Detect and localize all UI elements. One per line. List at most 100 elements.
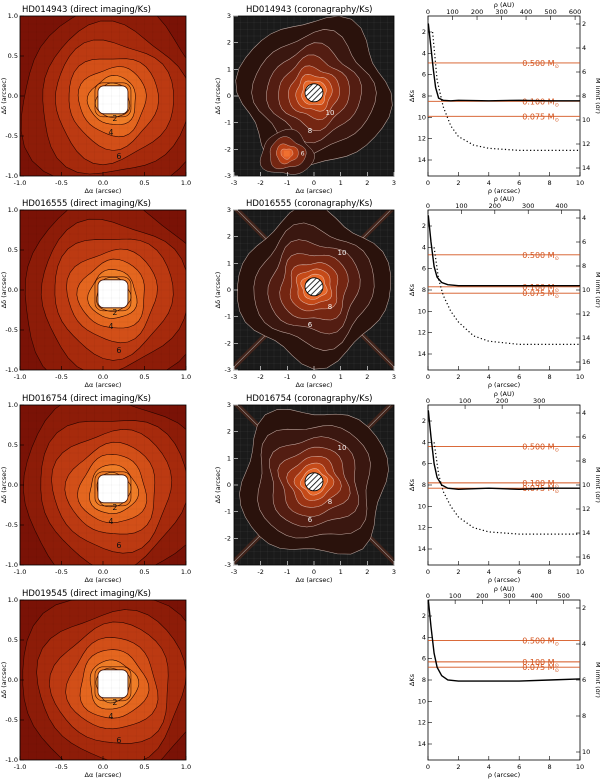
au-tick-label: 300	[495, 8, 507, 16]
dks-tick-label: 14	[418, 740, 426, 748]
corono-xlabel: Δα (arcsec)	[296, 187, 333, 195]
rho-xlabel: ρ (arcsec)	[488, 771, 520, 779]
dks-ylabel: ΔKs	[408, 89, 416, 102]
rho-tick-label: 8	[548, 568, 552, 576]
corono-ytick-label: -1	[225, 508, 231, 516]
corono-ytick-label: 1	[227, 454, 231, 462]
corono-ylabel: Δδ (arcsec)	[214, 78, 222, 115]
mass-limit-label: 0.500 M⊙	[522, 251, 559, 262]
rho-tick-label: 6	[517, 763, 521, 771]
au-tick-label: 200	[471, 8, 483, 16]
rho-xlabel: ρ (arcsec)	[488, 381, 520, 389]
direct-ytick-label: -0.5	[5, 326, 18, 334]
dks-ylabel: ΔKs	[408, 673, 416, 686]
corono-xtick-label: -3	[231, 568, 237, 576]
mass-limit-label: 0.500 M⊙	[522, 443, 559, 454]
au-tick-label: 400	[555, 202, 567, 210]
au-label: ρ (AU)	[494, 1, 514, 9]
corono-xtick-label: 0	[312, 568, 316, 576]
mass-tick-label: 4	[582, 409, 586, 417]
mass-tick-label: 8	[582, 262, 586, 270]
rho-tick-label: 4	[487, 373, 491, 381]
mass-limit-label: 0.075 M⊙	[522, 112, 559, 123]
direct-contour-label: 2	[112, 114, 117, 123]
au-tick-label: 500	[544, 8, 556, 16]
direct-xtick-label: -0.5	[55, 763, 68, 771]
direct-xtick-label: 0.0	[98, 763, 108, 771]
mass-tick-label: 12	[582, 505, 590, 513]
au-label: ρ (AU)	[494, 390, 514, 398]
direct-contour-label: 4	[108, 712, 113, 721]
corono-contour-label: 8	[308, 127, 312, 135]
direct-contours	[20, 405, 186, 565]
direct-contour-label: 6	[116, 541, 121, 550]
direct-core-ring	[94, 666, 132, 702]
au-tick-label: 200	[476, 592, 488, 600]
corono-ytick-label: 3	[227, 401, 231, 409]
direct-panel-2: 2 4 6 HD016754 (direct imaging/Ks) -1.0 -0.5 0…	[0, 394, 191, 584]
au-tick-label: 100	[459, 397, 471, 405]
dks-tick-label: 12	[418, 719, 426, 727]
dks-tick-label: 2	[422, 612, 426, 620]
dks-tick-label: 8	[422, 676, 426, 684]
corono-contour-label: 8	[328, 303, 332, 311]
mass-limit-label: 0.100 M⊙	[522, 479, 559, 490]
direct-contour-label: 2	[112, 698, 117, 707]
direct-xtick-label: 1.0	[181, 763, 191, 771]
corono-ytick-label: 1	[227, 259, 231, 267]
corono-contour-label: 6	[308, 516, 313, 524]
corono-ytick-label: 0	[227, 92, 231, 100]
direct-contour-label: 4	[108, 517, 113, 526]
corono-ytick-label: 1	[227, 65, 231, 73]
direct-contour-label: 2	[112, 308, 117, 317]
direct-contour-label: 6	[116, 346, 121, 355]
direct-ytick-label: 0.0	[8, 676, 18, 684]
mass-tick-label: 16	[582, 553, 590, 561]
dks-tick-label: 6	[422, 265, 426, 273]
sun-subscript: ⊙	[555, 288, 559, 294]
corono-xtick-label: -2	[257, 568, 263, 576]
rho-tick-label: 6	[517, 179, 521, 187]
direct-xtick-label: 0.5	[139, 763, 149, 771]
dks-tick-label: 14	[418, 545, 426, 553]
direct-contour-label: 4	[108, 322, 113, 331]
mass-tick-label: 4	[582, 214, 586, 222]
companion-label: 6	[301, 151, 305, 158]
au-tick-label: 100	[446, 8, 458, 16]
direct-saturated-core	[97, 669, 129, 699]
direct-xtick-label: 0.5	[139, 568, 149, 576]
sensitivity-panel-1: 0.500 M⊙ 0.100 M⊙0.075 M⊙ 0 2 4 6 8 10 ρ (arcsec…	[408, 195, 600, 389]
sensitivity-panel-0: 0.500 M⊙ 0.100 M⊙ 0.075 M⊙ 0 2 4 6 8 10 ρ (arcsec…	[408, 1, 600, 195]
dks-tick-label: 2	[422, 417, 426, 425]
dks-tick-label: 8	[422, 286, 426, 294]
direct-xtick-label: -0.5	[55, 568, 68, 576]
corono-contour-label: 6	[308, 321, 313, 329]
sun-subscript: ⊙	[555, 489, 559, 495]
mass-tick-label: 2	[582, 20, 586, 28]
au-tick-label: 0	[426, 8, 430, 16]
direct-contour-label: 6	[116, 736, 121, 745]
sun-subscript: ⊙	[555, 256, 559, 262]
corono-ytick-label: -1	[225, 119, 231, 127]
au-tick-label: 300	[533, 397, 545, 405]
direct-xtick-label: 0.0	[98, 179, 108, 187]
mass-tick-label: 2	[582, 604, 586, 612]
mass-tick-label: 14	[582, 529, 590, 537]
direct-ylabel: Δδ (arcsec)	[0, 662, 8, 699]
direct-title: HD016754 (direct imaging/Ks)	[22, 394, 151, 404]
mass-tick-label: 16	[582, 358, 590, 366]
contrast-curve-corono	[427, 215, 580, 287]
corono-xtick-label: -1	[284, 568, 290, 576]
corono-xtick-label: 1	[339, 179, 343, 187]
corono-xtick-label: -1	[284, 373, 290, 381]
direct-xlabel: Δα (arcsec)	[85, 187, 122, 195]
au-tick-label: 600	[569, 8, 581, 16]
direct-xtick-label: -1.0	[14, 373, 27, 381]
mass-tick-label: 4	[582, 44, 586, 52]
corono-ytick-label: 2	[227, 428, 231, 436]
direct-contour-label: 6	[116, 152, 121, 161]
corono-contour-label: 10	[338, 444, 347, 452]
au-tick-label: 400	[520, 8, 532, 16]
mass-limit-label: 0.075 M⊙	[522, 663, 559, 674]
